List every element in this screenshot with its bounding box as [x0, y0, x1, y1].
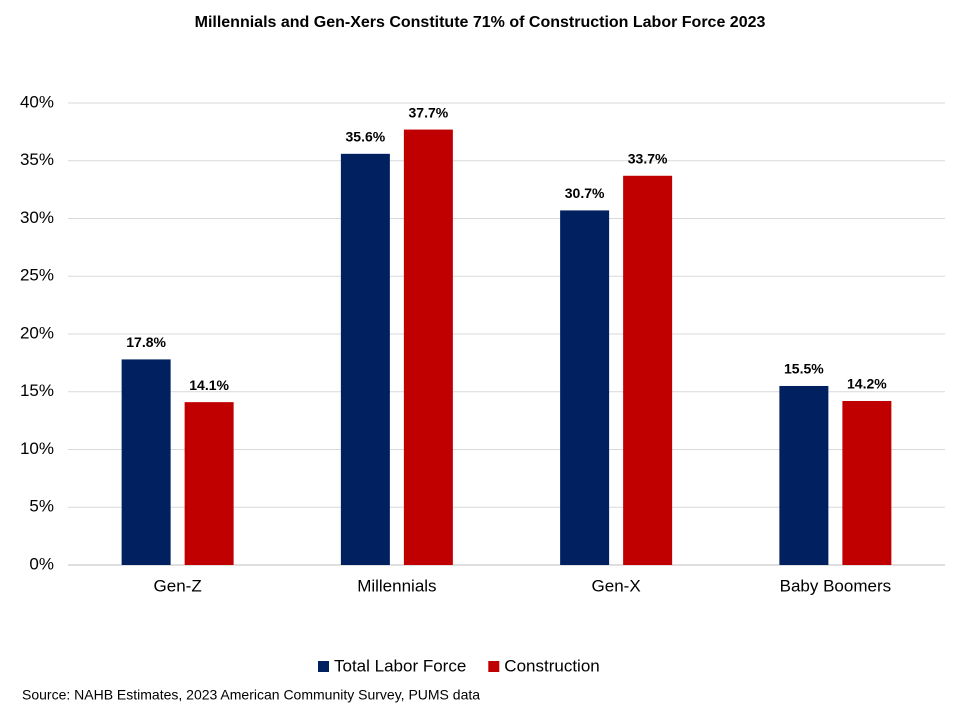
bar — [403, 129, 453, 565]
source-note: Source: NAHB Estimates, 2023 American Co… — [22, 687, 480, 703]
legend-swatch — [318, 661, 329, 672]
value-label: 35.6% — [346, 129, 386, 145]
value-label: 14.2% — [847, 376, 887, 392]
y-tick-label: 10% — [20, 439, 54, 458]
bar — [842, 400, 892, 565]
bar — [560, 210, 610, 566]
y-tick-label: 40% — [20, 92, 54, 111]
legend-label: Total Labor Force — [334, 656, 466, 675]
value-label: 15.5% — [784, 361, 824, 377]
y-tick-label: 5% — [29, 497, 54, 516]
x-tick-label: Gen-Z — [154, 576, 202, 595]
value-label: 37.7% — [409, 104, 449, 120]
y-tick-label: 30% — [20, 208, 54, 227]
bar — [121, 359, 171, 565]
chart-title: Millennials and Gen-Xers Constitute 71% … — [195, 14, 766, 31]
y-tick-label: 15% — [20, 381, 54, 400]
legend-label: Construction — [504, 656, 599, 675]
value-label: 14.1% — [189, 377, 229, 393]
y-tick-label: 0% — [29, 554, 54, 573]
value-label: 30.7% — [565, 185, 605, 201]
bar — [623, 175, 673, 565]
bar — [779, 385, 829, 565]
legend-swatch — [488, 661, 500, 672]
y-tick-label: 25% — [20, 266, 54, 285]
y-tick-label: 35% — [20, 150, 54, 169]
x-tick-label: Gen-X — [592, 576, 641, 595]
bar — [184, 402, 234, 565]
bar — [340, 153, 390, 565]
x-tick-label: Millennials — [357, 576, 436, 595]
value-label: 17.8% — [126, 334, 166, 350]
y-tick-label: 20% — [20, 323, 54, 342]
value-label: 33.7% — [628, 150, 668, 166]
x-tick-label: Baby Boomers — [780, 576, 892, 595]
